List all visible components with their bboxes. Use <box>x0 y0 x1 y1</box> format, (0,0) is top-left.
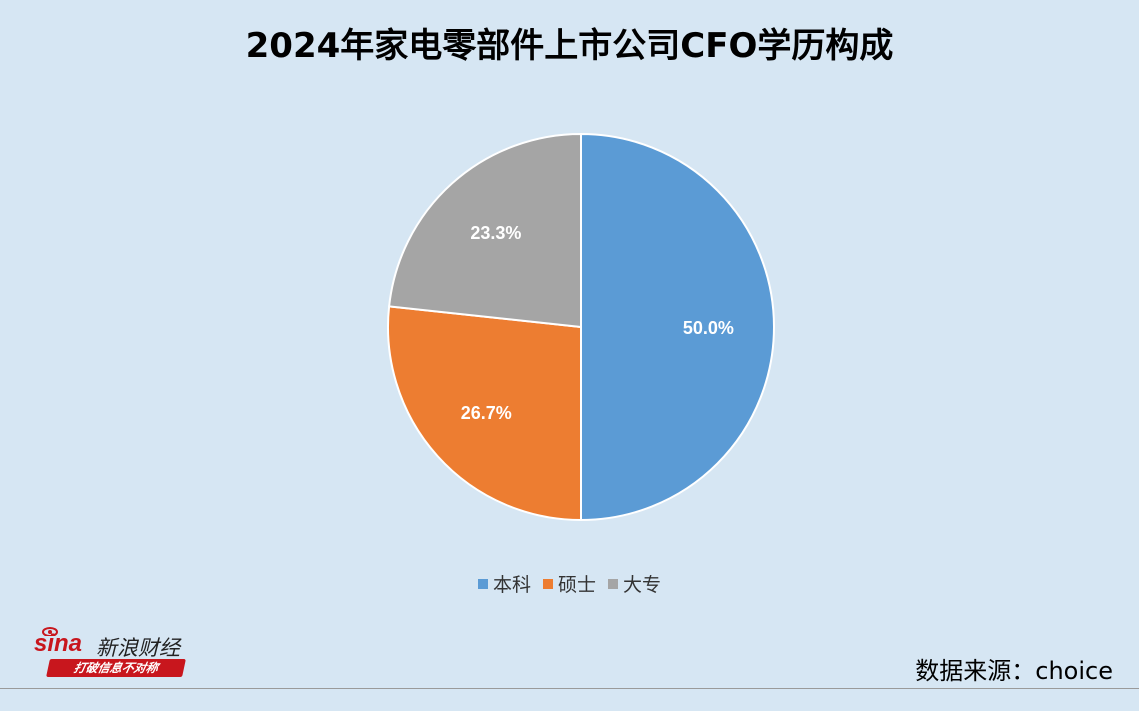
logo-brand: sina <box>34 630 83 657</box>
data-source: 数据来源：choice <box>915 657 1113 685</box>
legend: 本科 硕士 大专 <box>0 570 1139 597</box>
legend-swatch-3 <box>608 578 618 589</box>
legend-item-2: 硕士 <box>542 570 596 597</box>
pie-slice-1 <box>580 132 775 522</box>
chart-title: 2024年家电零部件上市公司CFO学历构成 <box>245 26 894 66</box>
legend-label-1: 本科 <box>492 574 531 596</box>
divider <box>0 688 1139 689</box>
slice-data-label-3: 23.3% <box>470 223 521 243</box>
sina-eye-icon <box>42 627 58 636</box>
legend-item-3: 大专 <box>608 570 661 597</box>
slice-data-label-1: 50.0% <box>683 318 734 338</box>
pie-slice-3 <box>387 132 582 329</box>
logo-slogan: 打破信息不对称 <box>46 659 186 677</box>
legend-label-3: 大专 <box>623 574 662 596</box>
logo-name: 新浪财经 <box>96 636 180 660</box>
legend-swatch-1 <box>477 578 488 589</box>
slice-data-label-2: 26.7% <box>461 403 512 423</box>
legend-label-2: 硕士 <box>557 574 596 596</box>
legend-swatch-2 <box>542 578 553 589</box>
legend-item-1: 本科 <box>477 570 531 597</box>
sina-finance-logo: sina 新浪财经 打破信息不对称 <box>34 626 194 678</box>
pie-slice-2 <box>387 305 582 522</box>
